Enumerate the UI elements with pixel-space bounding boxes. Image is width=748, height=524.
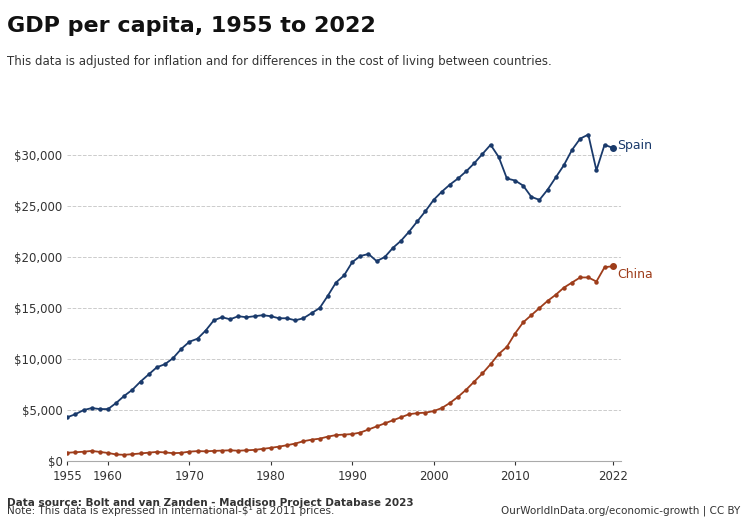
- Text: GDP per capita, 1955 to 2022: GDP per capita, 1955 to 2022: [7, 16, 376, 36]
- Text: China: China: [617, 268, 652, 281]
- Text: OurWorldInData.org/economic-growth | CC BY: OurWorldInData.org/economic-growth | CC …: [501, 506, 741, 516]
- Text: Data source: Bolt and van Zanden - Maddison Project Database 2023: Data source: Bolt and van Zanden - Maddi…: [7, 498, 414, 508]
- Text: Spain: Spain: [617, 139, 652, 152]
- Text: Note: This data is expressed in international-$¹ at 2011 prices.: Note: This data is expressed in internat…: [7, 506, 335, 516]
- Text: in Data: in Data: [645, 45, 687, 55]
- Text: Our World: Our World: [636, 24, 696, 34]
- Text: This data is adjusted for inflation and for differences in the cost of living be: This data is adjusted for inflation and …: [7, 55, 552, 68]
